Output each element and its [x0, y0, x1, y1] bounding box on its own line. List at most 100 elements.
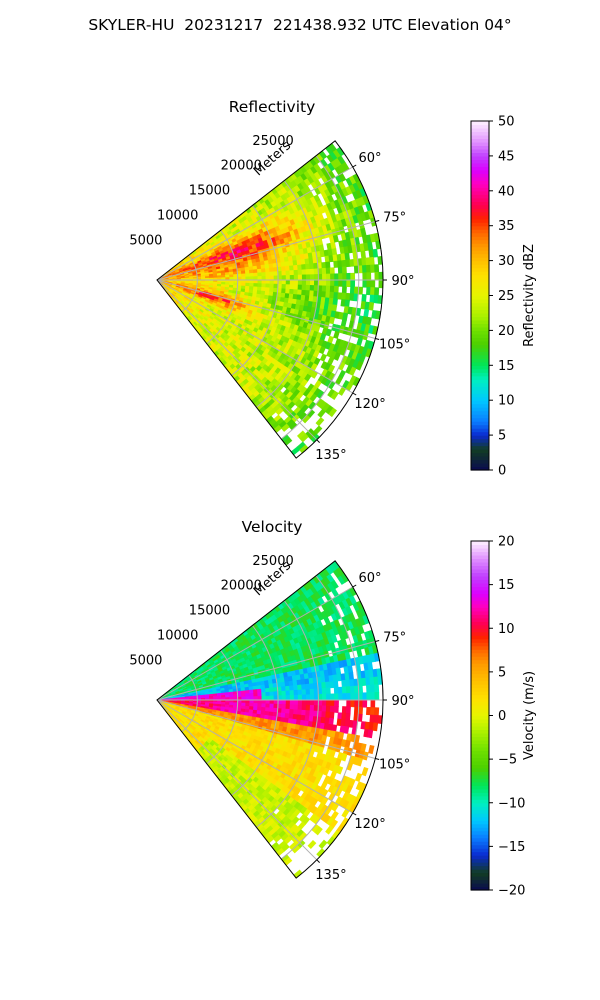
radar-cell: [305, 704, 311, 712]
colorbar-segment: [471, 820, 489, 825]
colorbar-tick-label: 5: [498, 429, 506, 444]
colorbar-segment: [471, 855, 489, 860]
range-tick-label: 15000: [189, 604, 230, 619]
colorbar-segment: [471, 169, 489, 174]
colorbar-segment: [471, 459, 489, 464]
radar-cell: [309, 688, 315, 695]
radar-cell: [309, 285, 315, 292]
radar-cell: [269, 695, 275, 701]
radar-cell: [335, 667, 342, 676]
radar-cell: [333, 705, 339, 713]
radar-cell: [378, 279, 384, 289]
colorbar-segment: [471, 267, 489, 272]
radar-cell: [325, 267, 331, 275]
radar-cell: [248, 269, 254, 274]
colorbar-segment: [471, 684, 489, 689]
colorbar-segment: [471, 635, 489, 640]
radar-cell: [309, 699, 315, 706]
radar-cell: [305, 274, 311, 281]
colorbar-segment: [471, 141, 489, 147]
colorbar-segment: [471, 361, 489, 366]
colorbar-segment: [471, 340, 489, 345]
radar-cell: [265, 275, 271, 281]
radar-cell: [368, 744, 375, 755]
colorbar-segment: [471, 173, 489, 178]
radar-cell: [233, 694, 238, 698]
colorbar-segment: [471, 176, 489, 181]
radar-cell: [362, 272, 368, 281]
colorbar-segment: [471, 323, 489, 328]
colorbar-segment: [471, 848, 489, 853]
colorbar-segment: [471, 802, 489, 807]
radar-cell: [281, 279, 287, 285]
radar-cell: [229, 274, 234, 278]
radar-cell: [309, 268, 315, 275]
radar-cell: [249, 699, 255, 704]
colorbar-segment: [471, 166, 489, 171]
radar-cell: [257, 268, 262, 274]
colorbar-segment: [471, 589, 489, 594]
radar-cell: [253, 699, 259, 704]
range-tick-label: 5000: [129, 233, 162, 248]
colorbar-segment: [471, 659, 489, 664]
radar-cell: [301, 269, 307, 276]
colorbar-segment: [471, 302, 489, 307]
radar-cell: [341, 286, 347, 294]
radar-cell: [301, 274, 307, 281]
colorbar-segment: [471, 617, 489, 622]
azimuth-tick: [375, 639, 380, 642]
colorbar-segment: [471, 680, 489, 685]
azimuth-tick-label: 105°: [379, 338, 410, 353]
radar-cell: [305, 268, 311, 276]
radar-cell: [331, 724, 338, 732]
radar-cell: [269, 699, 275, 705]
colorbar-segment: [471, 232, 489, 237]
radar-cell: [253, 276, 259, 281]
radar-cell: [333, 687, 339, 695]
colorbar-segment: [471, 554, 489, 560]
radar-cell: [342, 279, 347, 287]
radar-cell: [293, 709, 299, 716]
colorbar-segment: [471, 865, 489, 870]
colorbar-segment: [471, 243, 489, 248]
colorbar-tick-label: 50: [498, 115, 515, 130]
colorbar-segment: [471, 438, 489, 443]
radar-cell: [322, 273, 327, 281]
radar-cell: [326, 279, 331, 287]
radar-cell: [366, 692, 372, 701]
colorbar-segment: [471, 145, 489, 150]
colorbar-segment: [471, 442, 489, 447]
radar-cell: [334, 273, 339, 281]
colorbar-segment: [471, 463, 489, 468]
radar-cell: [265, 703, 271, 709]
radar-cell: [265, 695, 271, 701]
radar-cell: [265, 271, 271, 277]
colorbar-label: Reflectivity dBZ: [522, 244, 537, 347]
colorbar-segment: [471, 365, 489, 370]
radar-cell: [241, 273, 247, 278]
radar-cell: [374, 691, 380, 701]
radar-cell: [293, 704, 299, 711]
colorbar-segment: [471, 883, 489, 888]
radar-cell: [345, 712, 351, 721]
colorbar-segment: [471, 218, 489, 223]
radar-cell: [367, 241, 374, 251]
radar-cell: [317, 408, 326, 418]
colorbar-segment: [471, 841, 489, 846]
colorbar-segment: [471, 760, 489, 765]
radar-cell: [245, 693, 251, 698]
colorbar-segment: [471, 771, 489, 776]
colorbar-segment: [471, 781, 489, 786]
colorbar-segment: [471, 715, 489, 720]
colorbar-segment: [471, 725, 489, 731]
colorbar-segment: [471, 382, 489, 387]
colorbar-segment: [471, 379, 489, 384]
range-tick-label: 10000: [157, 628, 198, 643]
radar-cell: [330, 241, 337, 250]
radar-cell: [354, 772, 363, 783]
radar-cell: [313, 699, 319, 706]
radar-cell: [281, 288, 287, 294]
radar-cell: [273, 275, 279, 281]
azimuth-tick: [316, 439, 320, 443]
colorbar-segment: [471, 806, 489, 811]
